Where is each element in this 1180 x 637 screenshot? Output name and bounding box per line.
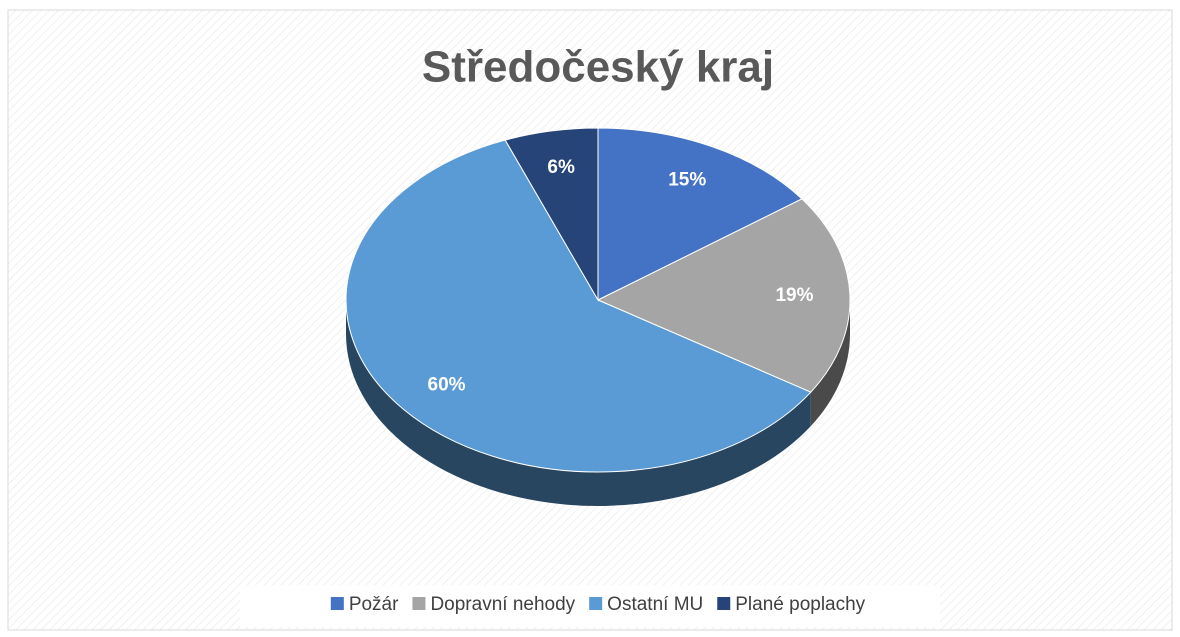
legend-swatch [412,597,426,610]
slice [504,127,599,302]
legend-swatch [330,597,344,610]
data-label: 19% [775,285,813,306]
slice [596,198,851,393]
legend-label: Plané poplachy [735,594,865,615]
slice [597,127,803,301]
data-label: 6% [547,157,575,178]
slice-side [810,300,850,427]
slice-side [346,300,811,507]
chart-title: Středočeský kraj [422,43,774,92]
data-label: 60% [428,375,466,396]
legend-swatch [589,597,603,610]
legend-label: Požár [349,594,399,615]
legend-label: Dopravní nehody [430,594,575,615]
slice [345,139,812,473]
legend-swatch [717,597,731,610]
legend-label: Ostatní MU [607,594,703,615]
data-label: 15% [668,169,706,190]
